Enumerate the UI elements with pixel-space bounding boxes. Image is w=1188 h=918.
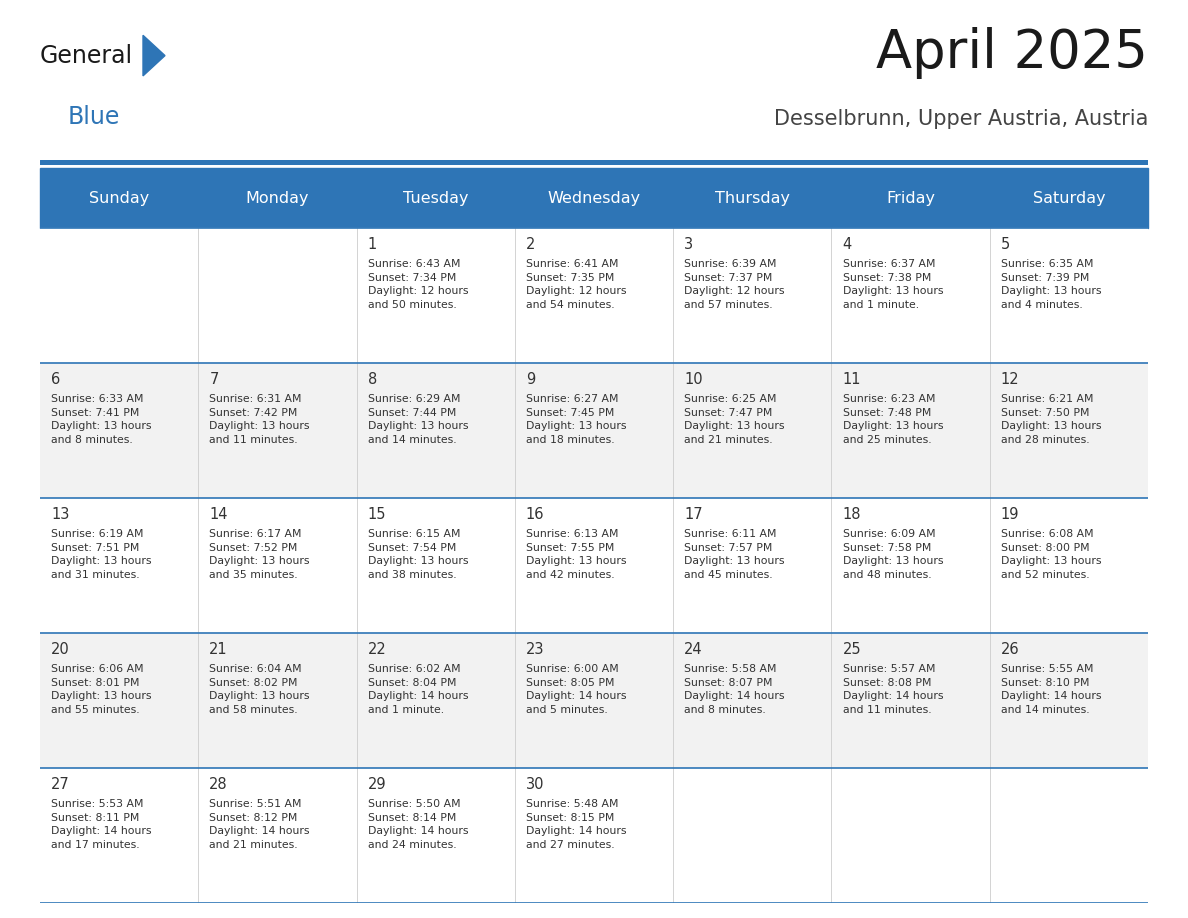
- Text: 22: 22: [367, 642, 386, 657]
- Text: 12: 12: [1000, 372, 1019, 387]
- Text: Sunrise: 6:21 AM
Sunset: 7:50 PM
Daylight: 13 hours
and 28 minutes.: Sunrise: 6:21 AM Sunset: 7:50 PM Dayligh…: [1000, 394, 1101, 445]
- Text: Sunrise: 6:41 AM
Sunset: 7:35 PM
Daylight: 12 hours
and 54 minutes.: Sunrise: 6:41 AM Sunset: 7:35 PM Dayligh…: [526, 259, 626, 310]
- Text: Sunrise: 6:27 AM
Sunset: 7:45 PM
Daylight: 13 hours
and 18 minutes.: Sunrise: 6:27 AM Sunset: 7:45 PM Dayligh…: [526, 394, 626, 445]
- Text: 8: 8: [367, 372, 377, 387]
- Text: Sunrise: 6:23 AM
Sunset: 7:48 PM
Daylight: 13 hours
and 25 minutes.: Sunrise: 6:23 AM Sunset: 7:48 PM Dayligh…: [842, 394, 943, 445]
- Text: 15: 15: [367, 507, 386, 522]
- Text: 7: 7: [209, 372, 219, 387]
- Bar: [40, 168, 1148, 229]
- Text: Sunrise: 6:13 AM
Sunset: 7:55 PM
Daylight: 13 hours
and 42 minutes.: Sunrise: 6:13 AM Sunset: 7:55 PM Dayligh…: [526, 529, 626, 580]
- Text: Sunrise: 6:31 AM
Sunset: 7:42 PM
Daylight: 13 hours
and 11 minutes.: Sunrise: 6:31 AM Sunset: 7:42 PM Dayligh…: [209, 394, 310, 445]
- Text: 6: 6: [51, 372, 61, 387]
- Text: Sunrise: 6:09 AM
Sunset: 7:58 PM
Daylight: 13 hours
and 48 minutes.: Sunrise: 6:09 AM Sunset: 7:58 PM Dayligh…: [842, 529, 943, 580]
- Text: 18: 18: [842, 507, 861, 522]
- Text: 13: 13: [51, 507, 69, 522]
- Text: 21: 21: [209, 642, 228, 657]
- Text: Monday: Monday: [246, 191, 309, 206]
- Text: Thursday: Thursday: [715, 191, 790, 206]
- Text: 5: 5: [1000, 237, 1010, 252]
- Text: Sunday: Sunday: [89, 191, 150, 206]
- Text: 2: 2: [526, 237, 536, 252]
- Text: Sunrise: 6:17 AM
Sunset: 7:52 PM
Daylight: 13 hours
and 35 minutes.: Sunrise: 6:17 AM Sunset: 7:52 PM Dayligh…: [209, 529, 310, 580]
- Text: Sunrise: 6:02 AM
Sunset: 8:04 PM
Daylight: 14 hours
and 1 minute.: Sunrise: 6:02 AM Sunset: 8:04 PM Dayligh…: [367, 664, 468, 715]
- Text: Tuesday: Tuesday: [403, 191, 468, 206]
- Text: Sunrise: 5:48 AM
Sunset: 8:15 PM
Daylight: 14 hours
and 27 minutes.: Sunrise: 5:48 AM Sunset: 8:15 PM Dayligh…: [526, 799, 626, 850]
- Text: Sunrise: 6:15 AM
Sunset: 7:54 PM
Daylight: 13 hours
and 38 minutes.: Sunrise: 6:15 AM Sunset: 7:54 PM Dayligh…: [367, 529, 468, 580]
- Text: Sunrise: 6:29 AM
Sunset: 7:44 PM
Daylight: 13 hours
and 14 minutes.: Sunrise: 6:29 AM Sunset: 7:44 PM Dayligh…: [367, 394, 468, 445]
- Text: Sunrise: 5:53 AM
Sunset: 8:11 PM
Daylight: 14 hours
and 17 minutes.: Sunrise: 5:53 AM Sunset: 8:11 PM Dayligh…: [51, 799, 152, 850]
- Text: 1: 1: [367, 237, 377, 252]
- Text: 4: 4: [842, 237, 852, 252]
- Text: Sunrise: 5:58 AM
Sunset: 8:07 PM
Daylight: 14 hours
and 8 minutes.: Sunrise: 5:58 AM Sunset: 8:07 PM Dayligh…: [684, 664, 785, 715]
- Text: 26: 26: [1000, 642, 1019, 657]
- Text: Sunrise: 6:37 AM
Sunset: 7:38 PM
Daylight: 13 hours
and 1 minute.: Sunrise: 6:37 AM Sunset: 7:38 PM Dayligh…: [842, 259, 943, 310]
- Text: Wednesday: Wednesday: [548, 191, 640, 206]
- Bar: [40, 364, 1148, 498]
- Text: 23: 23: [526, 642, 544, 657]
- Text: Sunrise: 6:25 AM
Sunset: 7:47 PM
Daylight: 13 hours
and 21 minutes.: Sunrise: 6:25 AM Sunset: 7:47 PM Dayligh…: [684, 394, 785, 445]
- Text: 14: 14: [209, 507, 228, 522]
- Text: Sunrise: 6:11 AM
Sunset: 7:57 PM
Daylight: 13 hours
and 45 minutes.: Sunrise: 6:11 AM Sunset: 7:57 PM Dayligh…: [684, 529, 785, 580]
- Text: 24: 24: [684, 642, 703, 657]
- Text: Sunrise: 5:51 AM
Sunset: 8:12 PM
Daylight: 14 hours
and 21 minutes.: Sunrise: 5:51 AM Sunset: 8:12 PM Dayligh…: [209, 799, 310, 850]
- Text: Sunrise: 5:57 AM
Sunset: 8:08 PM
Daylight: 14 hours
and 11 minutes.: Sunrise: 5:57 AM Sunset: 8:08 PM Dayligh…: [842, 664, 943, 715]
- Text: Sunrise: 6:33 AM
Sunset: 7:41 PM
Daylight: 13 hours
and 8 minutes.: Sunrise: 6:33 AM Sunset: 7:41 PM Dayligh…: [51, 394, 152, 445]
- Text: Blue: Blue: [68, 105, 120, 129]
- Text: 17: 17: [684, 507, 703, 522]
- Text: 27: 27: [51, 777, 70, 792]
- Text: Sunrise: 5:55 AM
Sunset: 8:10 PM
Daylight: 14 hours
and 14 minutes.: Sunrise: 5:55 AM Sunset: 8:10 PM Dayligh…: [1000, 664, 1101, 715]
- Text: Sunrise: 6:35 AM
Sunset: 7:39 PM
Daylight: 13 hours
and 4 minutes.: Sunrise: 6:35 AM Sunset: 7:39 PM Dayligh…: [1000, 259, 1101, 310]
- Bar: [40, 633, 1148, 768]
- Text: April 2025: April 2025: [876, 27, 1148, 79]
- Bar: [40, 768, 1148, 903]
- Text: 19: 19: [1000, 507, 1019, 522]
- Text: 9: 9: [526, 372, 535, 387]
- Text: Sunrise: 6:08 AM
Sunset: 8:00 PM
Daylight: 13 hours
and 52 minutes.: Sunrise: 6:08 AM Sunset: 8:00 PM Dayligh…: [1000, 529, 1101, 580]
- Text: Sunrise: 6:00 AM
Sunset: 8:05 PM
Daylight: 14 hours
and 5 minutes.: Sunrise: 6:00 AM Sunset: 8:05 PM Dayligh…: [526, 664, 626, 715]
- Text: 10: 10: [684, 372, 703, 387]
- Text: 28: 28: [209, 777, 228, 792]
- Text: Saturday: Saturday: [1032, 191, 1105, 206]
- Text: 25: 25: [842, 642, 861, 657]
- Text: Desselbrunn, Upper Austria, Austria: Desselbrunn, Upper Austria, Austria: [773, 109, 1148, 129]
- Text: Sunrise: 5:50 AM
Sunset: 8:14 PM
Daylight: 14 hours
and 24 minutes.: Sunrise: 5:50 AM Sunset: 8:14 PM Dayligh…: [367, 799, 468, 850]
- Bar: [40, 498, 1148, 633]
- Text: Sunrise: 6:19 AM
Sunset: 7:51 PM
Daylight: 13 hours
and 31 minutes.: Sunrise: 6:19 AM Sunset: 7:51 PM Dayligh…: [51, 529, 152, 580]
- Bar: [40, 229, 1148, 364]
- Text: 29: 29: [367, 777, 386, 792]
- Text: 30: 30: [526, 777, 544, 792]
- Text: 3: 3: [684, 237, 694, 252]
- Polygon shape: [143, 35, 165, 76]
- Text: 20: 20: [51, 642, 70, 657]
- Text: 11: 11: [842, 372, 861, 387]
- Text: Sunrise: 6:43 AM
Sunset: 7:34 PM
Daylight: 12 hours
and 50 minutes.: Sunrise: 6:43 AM Sunset: 7:34 PM Dayligh…: [367, 259, 468, 310]
- Text: 16: 16: [526, 507, 544, 522]
- Text: Sunrise: 6:39 AM
Sunset: 7:37 PM
Daylight: 12 hours
and 57 minutes.: Sunrise: 6:39 AM Sunset: 7:37 PM Dayligh…: [684, 259, 785, 310]
- Text: Friday: Friday: [886, 191, 935, 206]
- Text: General: General: [40, 43, 133, 68]
- Text: Sunrise: 6:04 AM
Sunset: 8:02 PM
Daylight: 13 hours
and 58 minutes.: Sunrise: 6:04 AM Sunset: 8:02 PM Dayligh…: [209, 664, 310, 715]
- Text: Sunrise: 6:06 AM
Sunset: 8:01 PM
Daylight: 13 hours
and 55 minutes.: Sunrise: 6:06 AM Sunset: 8:01 PM Dayligh…: [51, 664, 152, 715]
